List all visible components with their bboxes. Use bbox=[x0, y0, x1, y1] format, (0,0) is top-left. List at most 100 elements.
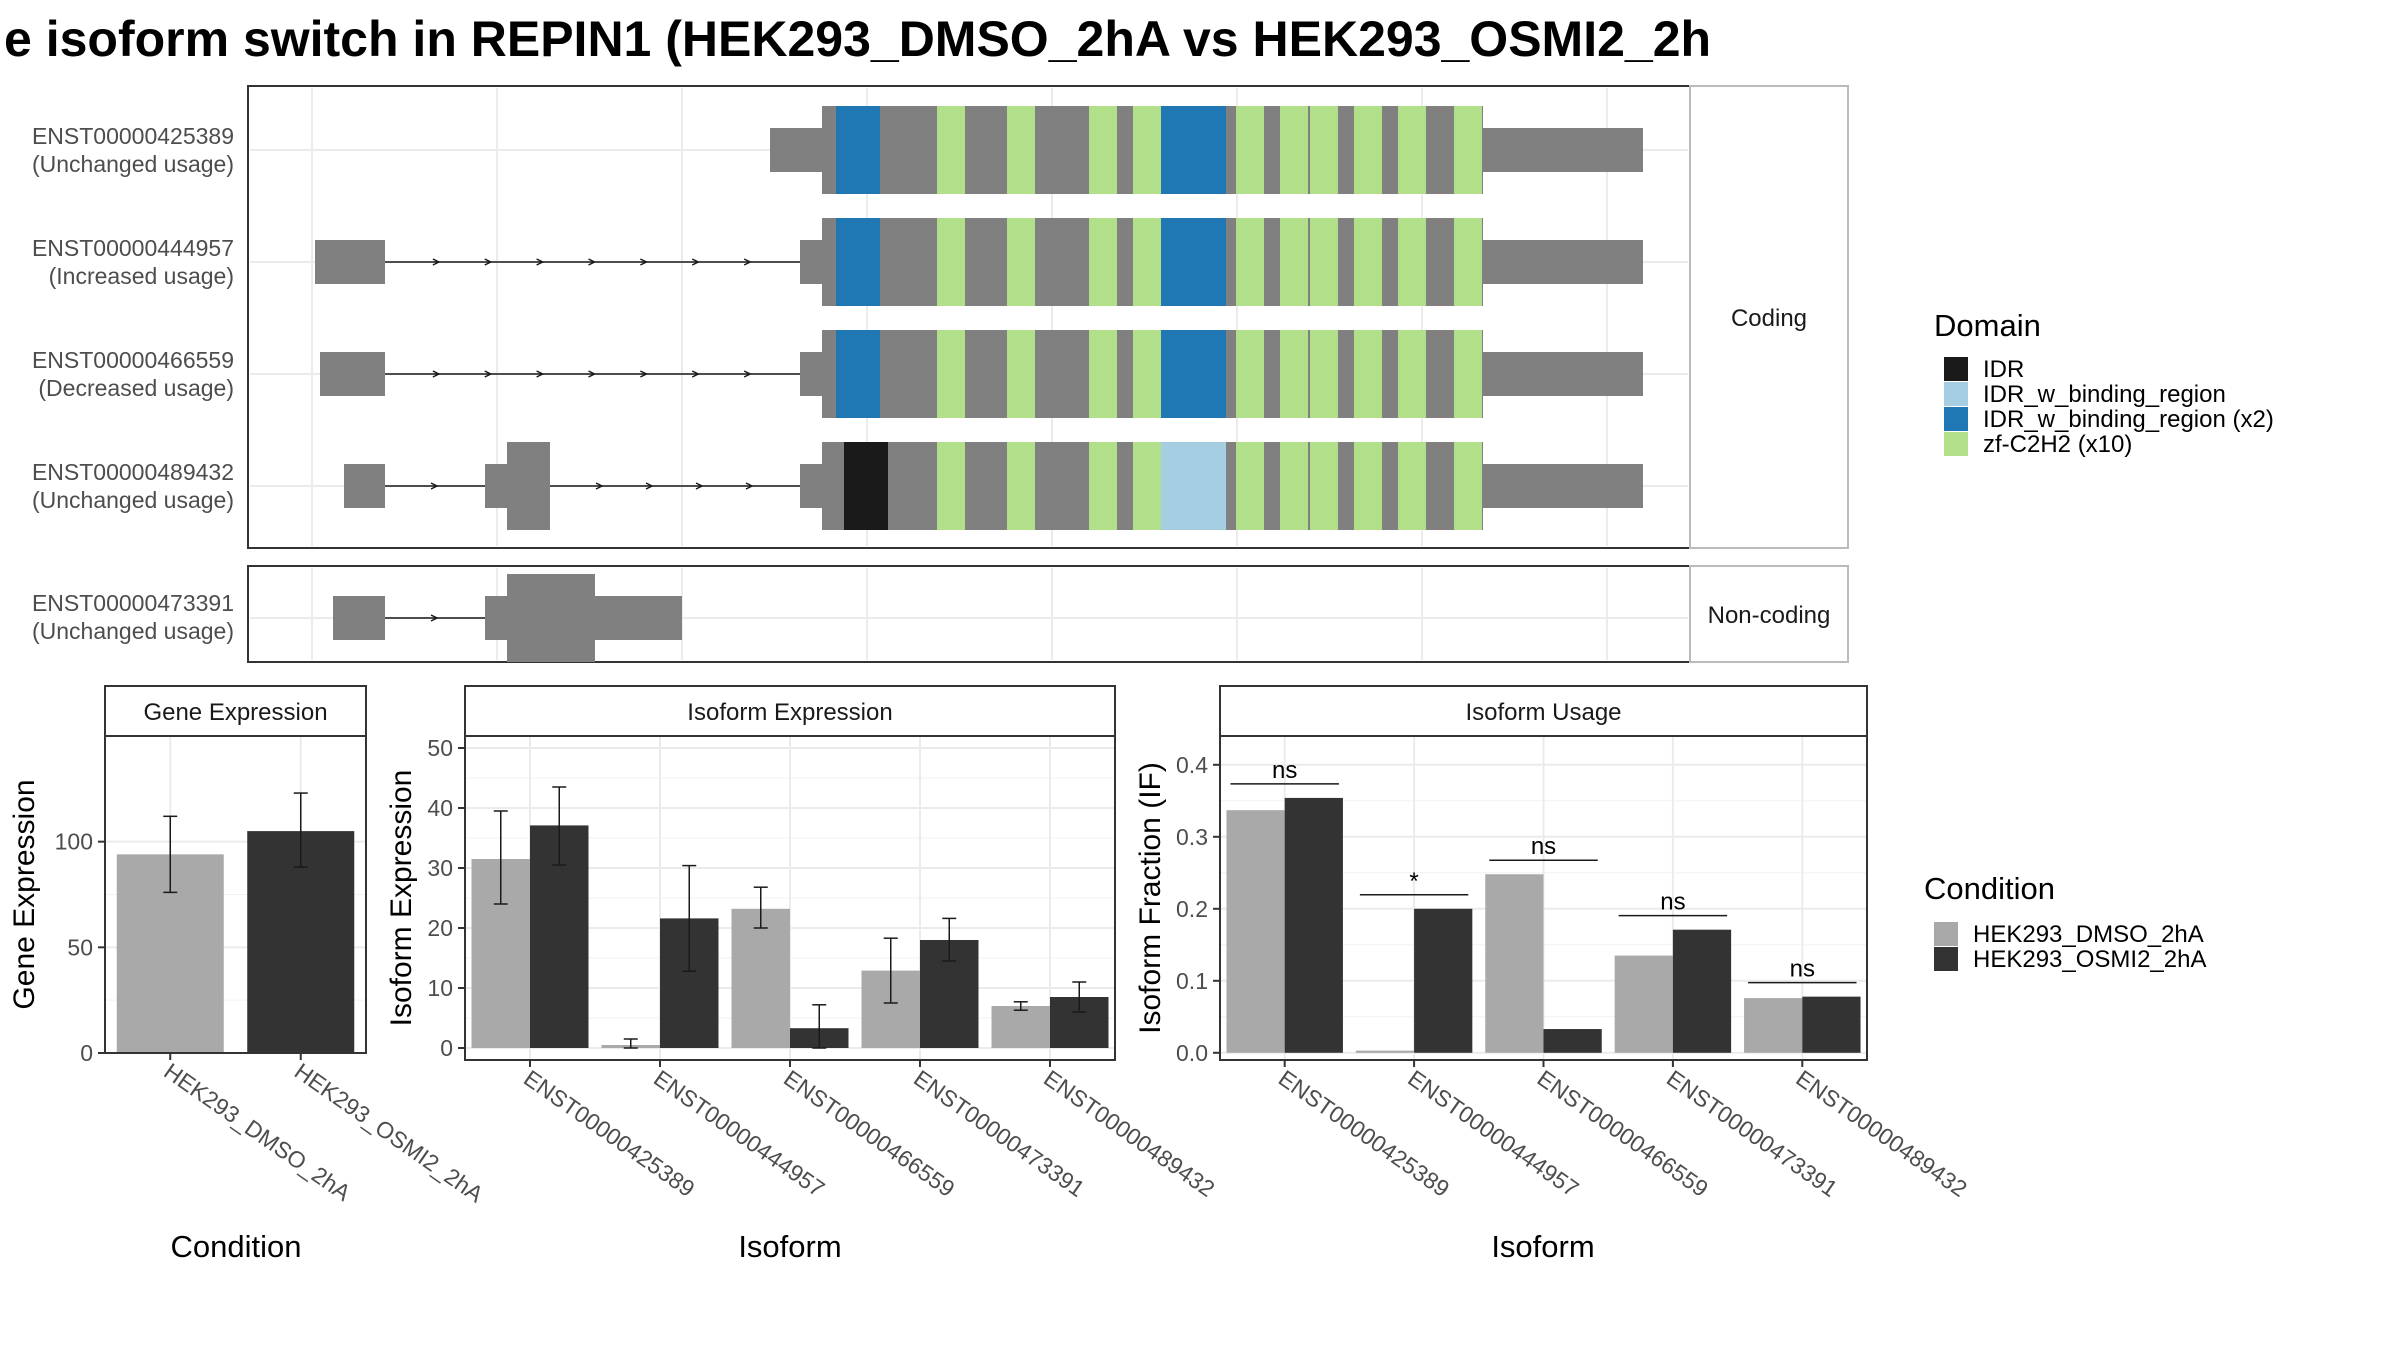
bar bbox=[1355, 1050, 1415, 1053]
intron-arrow bbox=[691, 370, 700, 378]
domain-zf-c2h2 bbox=[937, 218, 965, 306]
transcript-id-label: ENST00000489432 bbox=[32, 459, 234, 485]
domain-zf-c2h2 bbox=[1133, 330, 1161, 418]
domain-zf-c2h2 bbox=[1236, 442, 1264, 530]
transcript-id-label: ENST00000473391 bbox=[32, 590, 234, 616]
isoform-expression-chart: Isoform Expression01020304050ENST0000042… bbox=[385, 685, 1220, 1264]
y-tick-label: 20 bbox=[427, 915, 453, 941]
domain-zf-c2h2 bbox=[1454, 330, 1482, 418]
transcript-id-label: ENST00000425389 bbox=[32, 123, 234, 149]
legend-key bbox=[1934, 947, 1958, 971]
significance-label: * bbox=[1409, 868, 1418, 895]
domain-zf-c2h2 bbox=[1236, 330, 1264, 418]
transcript-structure-panel: Coding Non-coding bbox=[247, 85, 1849, 663]
y-tick-label: 0.0 bbox=[1176, 1040, 1208, 1066]
intron-arrow bbox=[484, 370, 493, 378]
domain-zf-c2h2 bbox=[1280, 330, 1308, 418]
domain-idr-binding bbox=[1158, 218, 1226, 306]
transcript-usage-label: (Increased usage) bbox=[49, 263, 234, 289]
significance-label: ns bbox=[1660, 889, 1685, 916]
utr-segment bbox=[1483, 352, 1643, 396]
coding-strip-label: Coding bbox=[1731, 305, 1807, 332]
legend-label: zf-C2H2 (x10) bbox=[1983, 431, 2132, 458]
domain-idr-binding bbox=[1158, 330, 1226, 418]
intron-arrow bbox=[588, 370, 597, 378]
plot-frame bbox=[104, 735, 367, 1054]
intron-arrow bbox=[745, 482, 754, 490]
domain-zf-c2h2 bbox=[1354, 106, 1382, 194]
bar bbox=[1672, 929, 1732, 1053]
x-axis-title: Isoform bbox=[738, 1229, 841, 1264]
utr-segment bbox=[1483, 240, 1643, 284]
y-tick-label: 0 bbox=[80, 1040, 93, 1066]
exon-block bbox=[333, 596, 385, 640]
domain-zf-c2h2 bbox=[1398, 442, 1426, 530]
bar bbox=[1543, 1029, 1602, 1053]
domain-zf-c2h2 bbox=[1280, 218, 1308, 306]
legend-label: IDR bbox=[1983, 356, 2024, 383]
noncoding-panel-frame bbox=[247, 565, 1691, 663]
legend-label: HEK293_OSMI2_2hA bbox=[1973, 946, 2206, 973]
exon-block bbox=[595, 596, 682, 640]
transcript-usage-label: (Unchanged usage) bbox=[32, 151, 234, 177]
domain-zf-c2h2 bbox=[1280, 106, 1308, 194]
transcript-id-label: ENST00000444957 bbox=[32, 235, 234, 261]
domain-zf-c2h2 bbox=[1133, 106, 1161, 194]
noncoding-strip-box bbox=[1689, 565, 1849, 663]
domain-zf-c2h2 bbox=[1133, 218, 1161, 306]
domain-zf-c2h2 bbox=[1236, 106, 1264, 194]
transcript-models bbox=[315, 106, 1643, 662]
intron-arrow bbox=[536, 258, 545, 266]
domain-zf-c2h2 bbox=[1089, 442, 1117, 530]
exon-block bbox=[344, 464, 385, 508]
utr-segment bbox=[770, 128, 828, 172]
domain-legend-items: IDRIDR_w_binding_regionIDR_w_binding_reg… bbox=[1944, 356, 2274, 458]
domain-idr-binding bbox=[836, 106, 880, 194]
intron-arrow bbox=[743, 258, 752, 266]
domain-idr-binding bbox=[1158, 106, 1226, 194]
domain-zf-c2h2 bbox=[937, 330, 965, 418]
domain-zf-c2h2 bbox=[1007, 106, 1035, 194]
domain-legend: Domain IDRIDR_w_binding_regionIDR_w_bind… bbox=[1934, 308, 2274, 458]
exon-block bbox=[320, 352, 385, 396]
intron-arrow bbox=[430, 482, 439, 490]
y-tick-label: 50 bbox=[67, 934, 93, 960]
transcript-id-label: ENST00000466559 bbox=[32, 347, 234, 373]
legend-label: IDR_w_binding_region bbox=[1983, 381, 2226, 408]
domain-zf-c2h2 bbox=[1089, 106, 1117, 194]
bar bbox=[1226, 810, 1285, 1053]
y-tick-label: 10 bbox=[427, 975, 453, 1001]
exon-block bbox=[315, 240, 385, 284]
y-tick-label: 0 bbox=[440, 1035, 453, 1061]
bar bbox=[1802, 996, 1861, 1053]
domain-zf-c2h2 bbox=[1007, 442, 1035, 530]
condition-legend: Condition HEK293_DMSO_2hAHEK293_OSMI2_2h… bbox=[1924, 871, 2206, 973]
domain-idr bbox=[844, 442, 888, 530]
exon-block bbox=[507, 442, 550, 530]
y-axis-title: Isoform Expression bbox=[385, 770, 418, 1027]
domain-idr-binding bbox=[1158, 442, 1226, 530]
domain-zf-c2h2 bbox=[1089, 330, 1117, 418]
intron-arrow bbox=[432, 370, 441, 378]
bar bbox=[1744, 998, 1803, 1053]
domain-zf-c2h2 bbox=[1454, 218, 1482, 306]
domain-zf-c2h2 bbox=[937, 442, 965, 530]
y-tick-label: 30 bbox=[427, 855, 453, 881]
domain-zf-c2h2 bbox=[1454, 442, 1482, 530]
domain-zf-c2h2 bbox=[1398, 330, 1426, 418]
y-axis-title: Isoform Fraction (IF) bbox=[1134, 762, 1167, 1034]
bar bbox=[1414, 908, 1473, 1053]
transcript-usage-label: (Unchanged usage) bbox=[32, 618, 234, 644]
domain-zf-c2h2 bbox=[1310, 330, 1338, 418]
bar bbox=[247, 831, 355, 1053]
panel-strip-title: Isoform Expression bbox=[687, 699, 892, 726]
domain-zf-c2h2 bbox=[1354, 218, 1382, 306]
transcript-usage-label: (Unchanged usage) bbox=[32, 487, 234, 513]
utr-segment bbox=[1483, 128, 1643, 172]
domain-zf-c2h2 bbox=[1007, 330, 1035, 418]
y-tick-label: 0.3 bbox=[1176, 824, 1208, 850]
domain-zf-c2h2 bbox=[1310, 442, 1338, 530]
intron-arrow bbox=[640, 370, 649, 378]
condition-legend-title: Condition bbox=[1924, 871, 2055, 906]
